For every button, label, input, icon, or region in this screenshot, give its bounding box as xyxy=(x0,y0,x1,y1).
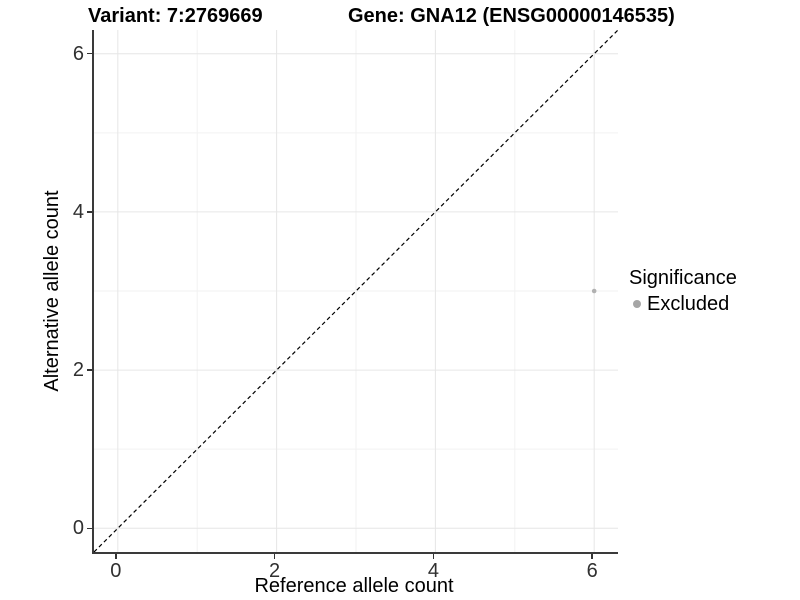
legend-title: Significance xyxy=(629,267,737,289)
data-point xyxy=(591,288,597,294)
legend: Significance Excluded xyxy=(629,266,737,316)
plot-title-variant: Variant: 7:2769669 xyxy=(88,5,263,27)
x-tick-label: 4 xyxy=(427,560,439,582)
y-tick-label: 6 xyxy=(72,42,84,65)
legend-item-label: Excluded xyxy=(647,293,730,315)
plot-canvas xyxy=(94,30,618,552)
y-axis-tick xyxy=(87,527,92,530)
x-axis-tick xyxy=(115,554,117,559)
plot-panel xyxy=(92,30,618,554)
y-tick-label: 4 xyxy=(72,200,84,223)
legend-point-icon xyxy=(633,300,641,308)
plot-title-gene: Gene: GNA12 (ENSG00000146535) xyxy=(348,5,675,27)
legend-item-excluded: Excluded xyxy=(633,292,737,316)
identity-line xyxy=(94,30,618,552)
y-axis-title: Alternative allele count xyxy=(41,190,63,392)
y-tick-label: 2 xyxy=(72,359,84,382)
x-axis-title: Reference allele count xyxy=(254,575,454,597)
y-axis-tick xyxy=(87,211,92,213)
x-tick-label: 6 xyxy=(586,560,598,582)
x-axis-tick xyxy=(273,554,276,559)
y-axis-tick xyxy=(87,52,92,55)
x-tick-label: 2 xyxy=(269,560,281,582)
x-axis-tick xyxy=(591,554,593,559)
x-axis-tick xyxy=(432,554,435,559)
y-tick-label: 0 xyxy=(72,517,84,540)
y-axis-tick xyxy=(87,369,92,371)
x-tick-label: 0 xyxy=(110,560,122,582)
